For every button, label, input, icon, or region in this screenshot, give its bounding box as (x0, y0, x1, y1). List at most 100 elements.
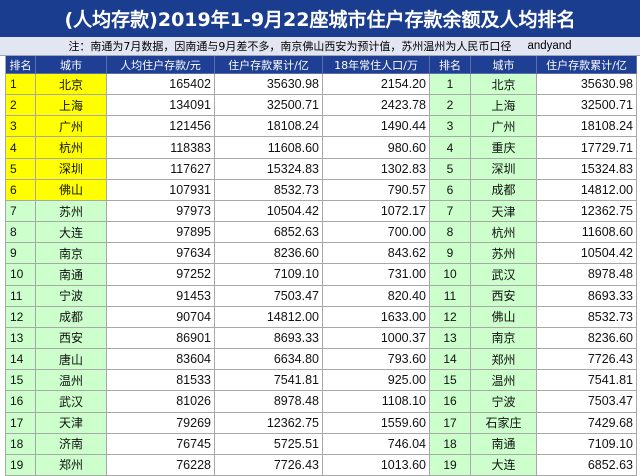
header-deposit-total: 住户存款累计/亿 (215, 56, 323, 74)
right-deposit-total-cell: 6852.63 (537, 454, 637, 476)
right-city-cell: 温州 (471, 370, 537, 392)
right-city-cell: 北京 (471, 74, 537, 96)
right-deposit-total-cell: 7503.47 (537, 391, 637, 413)
deposit-total-cell: 8532.73 (215, 179, 323, 201)
right-rank-cell: 1 (430, 74, 471, 96)
right-deposit-total-cell: 11608.60 (537, 222, 637, 244)
right-rank-cell: 12 (430, 306, 471, 328)
right-city-cell: 广州 (471, 116, 537, 138)
per-capita-deposit-cell: 97973 (107, 200, 215, 223)
per-capita-deposit-cell: 90704 (107, 306, 215, 328)
right-deposit-total-cell: 17729.71 (537, 137, 637, 159)
right-rank-cell: 15 (430, 370, 471, 392)
per-capita-deposit-cell: 76228 (107, 454, 215, 476)
right-deposit-total-cell: 8532.73 (537, 306, 637, 328)
right-city-cell: 深圳 (471, 158, 537, 180)
right-deposit-total-cell: 7109.10 (537, 433, 637, 455)
left-rank-cell: 10 (6, 264, 36, 286)
right-rank-cell: 5 (430, 158, 471, 180)
deposit-total-cell: 11608.60 (215, 137, 323, 159)
right-city-cell: 上海 (471, 95, 537, 117)
population-cell: 1490.44 (323, 116, 430, 138)
left-city-cell: 佛山 (36, 179, 107, 201)
left-city-cell: 大连 (36, 222, 107, 244)
header-city-right: 城市 (471, 56, 537, 74)
population-cell: 1633.00 (323, 306, 430, 328)
population-cell: 790.57 (323, 179, 430, 201)
left-rank-cell: 7 (6, 200, 36, 223)
right-rank-cell: 11 (430, 285, 471, 307)
header-population: 18年常住人口/万 (323, 56, 430, 74)
right-city-cell: 成都 (471, 179, 537, 201)
per-capita-deposit-cell: 81533 (107, 370, 215, 392)
left-city-cell: 南京 (36, 243, 107, 265)
right-city-cell: 宁波 (471, 391, 537, 413)
left-city-cell: 成都 (36, 306, 107, 328)
note-bar: 注：南通为7月数据，因南通与9月差不多，南京佛山西安为预计值，苏州温州为人民币口… (0, 37, 640, 56)
right-city-cell: 石家庄 (471, 412, 537, 434)
left-city-cell: 苏州 (36, 200, 107, 223)
per-capita-deposit-cell: 118383 (107, 137, 215, 159)
left-city-cell: 济南 (36, 433, 107, 455)
right-city-cell: 郑州 (471, 349, 537, 371)
note-text: 注：南通为7月数据，因南通与9月差不多，南京佛山西安为预计值，苏州温州为人民币口… (68, 40, 512, 53)
per-capita-deposit-cell: 76745 (107, 433, 215, 455)
population-cell: 700.00 (323, 222, 430, 244)
deposit-total-cell: 8693.33 (215, 327, 323, 350)
right-rank-cell: 9 (430, 243, 471, 265)
right-city-cell: 西安 (471, 285, 537, 307)
left-rank-cell: 15 (6, 370, 36, 392)
left-rank-cell: 4 (6, 137, 36, 159)
population-cell: 1013.60 (323, 454, 430, 476)
per-capita-deposit-cell: 83604 (107, 349, 215, 371)
author-label: andyand (527, 40, 572, 52)
right-city-cell: 南京 (471, 327, 537, 350)
right-city-cell: 佛山 (471, 306, 537, 328)
population-cell: 1108.10 (323, 391, 430, 413)
right-deposit-total-cell: 8236.60 (537, 327, 637, 350)
per-capita-deposit-cell: 121456 (107, 116, 215, 138)
right-deposit-total-cell: 12362.75 (537, 200, 637, 223)
right-city-cell: 重庆 (471, 137, 537, 159)
population-cell: 731.00 (323, 264, 430, 286)
left-rank-cell: 9 (6, 243, 36, 265)
left-city-cell: 南通 (36, 264, 107, 286)
right-rank-cell: 13 (430, 327, 471, 350)
right-city-cell: 苏州 (471, 243, 537, 265)
left-rank-cell: 12 (6, 306, 36, 328)
per-capita-deposit-cell: 79269 (107, 412, 215, 434)
left-rank-cell: 2 (6, 95, 36, 117)
per-capita-deposit-cell: 97252 (107, 264, 215, 286)
left-city-cell: 深圳 (36, 158, 107, 180)
right-rank-cell: 4 (430, 137, 471, 159)
left-rank-cell: 6 (6, 179, 36, 201)
right-city-cell: 杭州 (471, 222, 537, 244)
population-cell: 1072.17 (323, 200, 430, 223)
population-cell: 980.60 (323, 137, 430, 159)
per-capita-deposit-cell: 165402 (107, 74, 215, 96)
right-city-cell: 大连 (471, 454, 537, 476)
population-cell: 2423.78 (323, 95, 430, 117)
right-rank-cell: 3 (430, 116, 471, 138)
left-rank-cell: 8 (6, 222, 36, 244)
right-deposit-total-cell: 18108.24 (537, 116, 637, 138)
page-title: (人均存款)2019年1-9月22座城市住户存款余额及人均排名 (0, 0, 640, 37)
deposit-total-cell: 8978.48 (215, 391, 323, 413)
deposit-total-cell: 8236.60 (215, 243, 323, 265)
right-city-cell: 南通 (471, 433, 537, 455)
left-city-cell: 温州 (36, 370, 107, 392)
left-rank-cell: 17 (6, 412, 36, 434)
right-rank-cell: 19 (430, 454, 471, 476)
deposit-total-cell: 10504.42 (215, 200, 323, 223)
left-rank-cell: 14 (6, 349, 36, 371)
population-cell: 1000.37 (323, 327, 430, 350)
deposit-total-cell: 32500.71 (215, 95, 323, 117)
per-capita-deposit-cell: 97634 (107, 243, 215, 265)
left-city-cell: 唐山 (36, 349, 107, 371)
deposit-total-cell: 15324.83 (215, 158, 323, 180)
deposit-total-cell: 6852.63 (215, 222, 323, 244)
right-deposit-total-cell: 15324.83 (537, 158, 637, 180)
right-deposit-total-cell: 8693.33 (537, 285, 637, 307)
left-rank-cell: 16 (6, 391, 36, 413)
per-capita-deposit-cell: 86901 (107, 327, 215, 350)
